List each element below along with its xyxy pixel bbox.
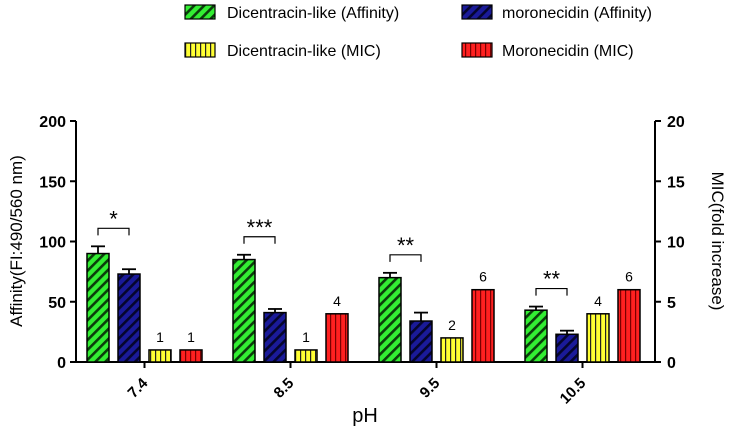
bar xyxy=(325,313,349,363)
y-tick-label-left: 150 xyxy=(39,174,66,191)
bar xyxy=(148,349,172,363)
legend-item: Moronecidin (MIC) xyxy=(461,42,634,60)
y-tick-label-right: 0 xyxy=(667,355,676,372)
bar xyxy=(524,309,548,363)
bar xyxy=(471,288,495,363)
x-tick-label: 9.5 xyxy=(417,375,444,402)
significance-label: ** xyxy=(397,233,415,258)
y-tick-label-left: 100 xyxy=(39,235,66,252)
x-axis-title: pH xyxy=(352,405,378,427)
legend-label: Dicentracin-like (Affinity) xyxy=(227,5,399,22)
bar xyxy=(179,349,203,363)
legend-label: Moronecidin (MIC) xyxy=(502,43,634,60)
bar xyxy=(294,349,318,363)
y-tick-label-left: 50 xyxy=(48,295,66,312)
bar xyxy=(232,258,256,363)
bar xyxy=(617,288,641,363)
data-label: 4 xyxy=(594,293,602,309)
y-tick-label-right: 20 xyxy=(667,114,685,131)
legend-item: moronecidin (Affinity) xyxy=(461,4,652,22)
y-tick-label-left: 200 xyxy=(39,114,66,131)
legend-item: Dicentracin-like (MIC) xyxy=(184,42,381,60)
x-tick-label: 8.5 xyxy=(271,375,298,402)
legend-label: moronecidin (Affinity) xyxy=(502,5,652,22)
y-axis-right-title: MIC(fold increase) xyxy=(708,172,727,311)
bar xyxy=(586,313,610,363)
legend: Dicentracin-like (Affinity) moronecidin … xyxy=(184,4,652,60)
significance-label: * xyxy=(109,206,118,231)
data-label: 1 xyxy=(156,329,164,345)
data-label: 1 xyxy=(302,329,310,345)
significance-bracket xyxy=(243,236,276,244)
bar xyxy=(117,273,141,363)
legend-swatch xyxy=(184,4,216,20)
significance-bracket xyxy=(535,287,568,296)
significance-label: ** xyxy=(543,267,561,292)
data-label: 6 xyxy=(479,269,487,285)
y-tick-label-right: 15 xyxy=(667,174,685,191)
data-label: 1 xyxy=(187,329,195,345)
legend-item: Dicentracin-like (Affinity) xyxy=(184,4,399,22)
bar xyxy=(86,252,110,363)
plot-area: 0 50 100 150 200 0 5 10 15 20 1 1 7.4 1 4 8.5 2 6 9.5 4 6 10.… xyxy=(39,114,685,407)
legend-swatch xyxy=(461,4,493,20)
legend-label: Dicentracin-like (MIC) xyxy=(227,43,381,60)
data-label: 4 xyxy=(333,293,341,309)
y-tick-label-right: 5 xyxy=(667,295,676,312)
y-tick-label-right: 10 xyxy=(667,235,685,252)
data-label: 2 xyxy=(448,317,456,333)
bar xyxy=(440,337,464,363)
x-tick-label: 7.4 xyxy=(125,374,152,401)
bar xyxy=(555,333,579,363)
y-tick-label-left: 0 xyxy=(57,355,66,372)
y-axis-left-title: Affinity(FI:490/560 nm) xyxy=(7,155,26,327)
significance-label: *** xyxy=(247,215,273,240)
bar xyxy=(263,311,287,363)
significance-bracket xyxy=(389,254,422,262)
bar xyxy=(409,320,433,363)
data-label: 6 xyxy=(625,269,633,285)
legend-swatch xyxy=(461,42,493,58)
legend-swatch xyxy=(184,42,216,58)
bar xyxy=(378,276,402,363)
x-tick-label: 10.5 xyxy=(557,375,590,408)
significance-bracket xyxy=(97,227,130,236)
